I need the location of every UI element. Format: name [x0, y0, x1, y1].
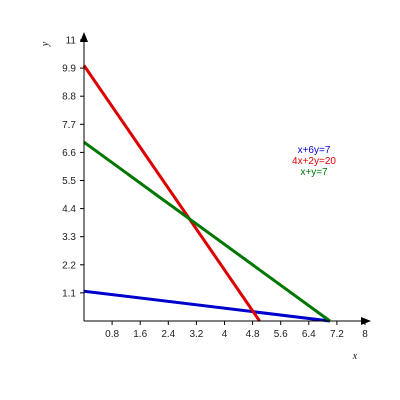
y-tick-label: 8.8: [62, 92, 76, 103]
x-tick-label: 6.4: [302, 329, 316, 340]
y-tick-label: 5.5: [62, 176, 76, 187]
y-tick-label: 2.2: [62, 260, 76, 271]
y-tick-label: 1.1: [62, 288, 76, 299]
series-line-2: [82, 64, 261, 322]
x-axis-arrow: [361, 317, 371, 325]
y-tick-label: 4.4: [62, 204, 76, 215]
axes: [80, 32, 371, 325]
x-tick-label: 7.2: [330, 329, 344, 340]
y-tick-label: 11: [66, 36, 77, 47]
y-tick-label: 7.7: [62, 120, 76, 131]
x-axis-label: x: [352, 351, 358, 362]
x-tick-label: 3.2: [189, 329, 203, 340]
series-line-3: [83, 140, 331, 323]
x-tick-label: 4: [222, 329, 228, 340]
x-tick-label: 8: [362, 329, 368, 340]
y-tick-label: 9.9: [62, 64, 76, 75]
x-tick-label: 1.6: [133, 329, 147, 340]
legend-entry-2: 4x+2y=20: [292, 156, 336, 167]
legend-entry-1: x+6y=7: [298, 145, 331, 156]
series-lines: [82, 64, 331, 323]
x-tick-label: 0.8: [105, 329, 119, 340]
tick-labels: 0.8 1.6 2.4 3.2 4 4.8 5.6 6.4 7.2 8 1.1 2.2 3.3 4.4 5.…: [62, 36, 368, 341]
y-tick-label: 3.3: [62, 232, 76, 243]
x-tick-label: 5.6: [274, 329, 288, 340]
legend: x+6y=74x+2y=20x+y=7: [292, 145, 336, 178]
series-line-1: [83, 289, 331, 323]
y-axis-label: y: [40, 41, 51, 47]
legend-entry-3: x+y=7: [300, 167, 328, 178]
y-tick-label: 6.6: [62, 148, 76, 159]
x-tick-label: 4.8: [246, 329, 260, 340]
x-tick-label: 2.4: [161, 329, 175, 340]
